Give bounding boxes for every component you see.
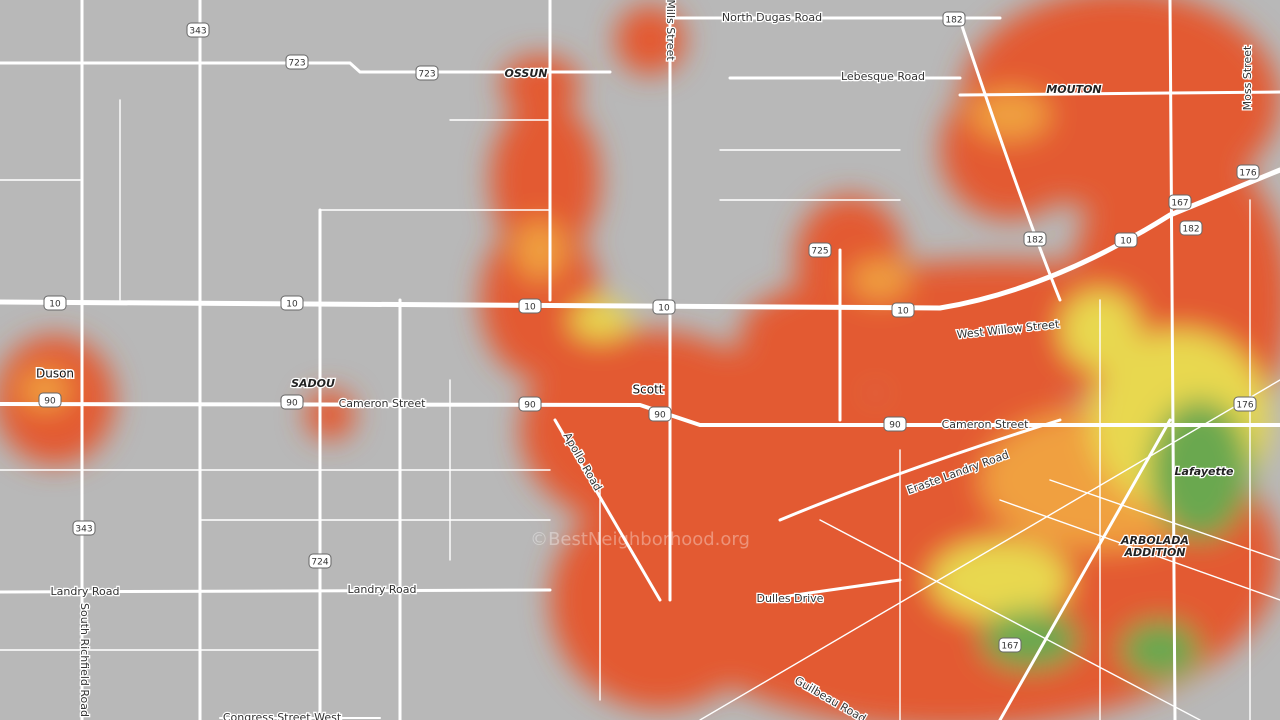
- route-shield: [998, 637, 1022, 653]
- route-shield: [280, 295, 304, 311]
- road-label: Congress Street West: [223, 711, 342, 720]
- road-label: Landry Road: [51, 585, 120, 598]
- route-shield-label: 182: [1026, 236, 1043, 246]
- route-shield-label: 10: [897, 307, 909, 317]
- route-shield: [891, 302, 915, 318]
- road-label: Lebesque Road: [841, 70, 925, 83]
- route-shield-label: 723: [288, 59, 305, 69]
- route-shield: [518, 298, 542, 314]
- route-shield: [1236, 164, 1260, 180]
- road-label: Mills Street: [664, 0, 677, 61]
- route-shield-label: 167: [1171, 199, 1188, 209]
- route-shield-label: 724: [311, 558, 328, 568]
- route-shield: [308, 553, 332, 569]
- route-shield: [285, 54, 309, 70]
- route-shield: [415, 65, 439, 81]
- route-shield: [72, 520, 96, 536]
- route-shield: [883, 416, 907, 432]
- route-shield: [1233, 396, 1257, 412]
- road-label: Moss Street: [1241, 45, 1254, 110]
- place-label: MOUTON: [1046, 83, 1101, 96]
- route-shield: [1179, 220, 1203, 236]
- route-shield: [43, 295, 67, 311]
- route-shield-label: 90: [44, 397, 56, 407]
- route-shield-label: 182: [1182, 225, 1199, 235]
- route-shield-label: 90: [286, 399, 298, 409]
- route-shield-label: 176: [1239, 169, 1256, 179]
- route-shield: [652, 299, 676, 315]
- place-label: ADDITION: [1123, 546, 1185, 559]
- route-shield-label: 10: [49, 300, 61, 310]
- route-shield-label: 176: [1236, 401, 1253, 411]
- route-shield: [518, 396, 542, 412]
- route-shield-label: 725: [811, 247, 828, 257]
- route-shield: [38, 392, 62, 408]
- place-label: Lafayette: [1175, 465, 1234, 478]
- road-label: Cameron Street: [339, 397, 426, 410]
- route-shield-label: 90: [654, 411, 666, 421]
- route-shield: [186, 22, 210, 38]
- place-label: Duson: [36, 367, 74, 381]
- route-shield-label: 343: [189, 27, 206, 37]
- road-label: South Richfield Road: [78, 603, 91, 717]
- place-label: OSSUN: [505, 67, 548, 80]
- route-shield: [1114, 232, 1138, 248]
- route-shield: [280, 394, 304, 410]
- place-label: Scott: [633, 383, 664, 397]
- route-shield-label: 343: [75, 525, 92, 535]
- route-shield: [1023, 231, 1047, 247]
- road-label: Cameron Street: [942, 418, 1029, 431]
- watermark: ©BestNeighborhood.org: [530, 529, 750, 550]
- route-shield-label: 90: [524, 401, 536, 411]
- route-shield-label: 10: [524, 303, 536, 313]
- route-shield-label: 167: [1001, 642, 1018, 652]
- route-shield-label: 90: [889, 421, 901, 431]
- place-label: ARBOLADA: [1120, 534, 1189, 547]
- road-label: Landry Road: [348, 583, 417, 596]
- route-shield: [1168, 194, 1192, 210]
- place-label: SADOU: [291, 377, 335, 390]
- route-shield-label: 182: [945, 16, 962, 26]
- route-shield-label: 10: [286, 300, 298, 310]
- route-shield-label: 723: [418, 70, 435, 80]
- road-label: North Dugas Road: [722, 11, 822, 24]
- route-shield: [648, 406, 672, 422]
- route-shield: [808, 242, 832, 258]
- road-label: Dulles Drive: [757, 592, 824, 605]
- route-shield: [942, 11, 966, 27]
- route-shield-label: 10: [1120, 237, 1132, 247]
- route-shield-label: 10: [658, 304, 670, 314]
